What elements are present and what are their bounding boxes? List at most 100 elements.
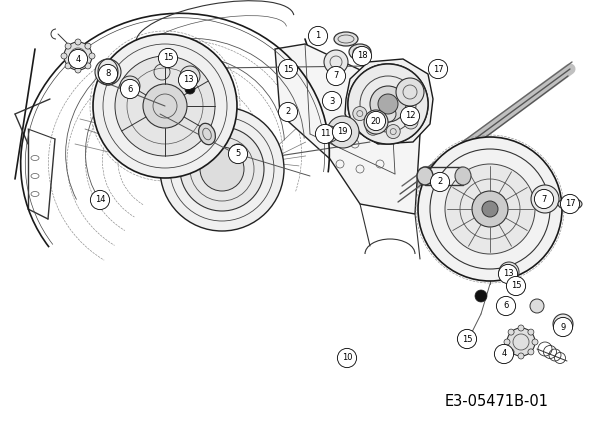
Circle shape bbox=[308, 26, 328, 46]
Circle shape bbox=[418, 100, 426, 108]
Text: 8: 8 bbox=[106, 70, 110, 78]
Circle shape bbox=[200, 147, 244, 191]
Circle shape bbox=[98, 64, 118, 84]
Circle shape bbox=[496, 296, 515, 315]
Circle shape bbox=[93, 34, 237, 178]
Circle shape bbox=[348, 64, 428, 144]
Circle shape bbox=[65, 43, 71, 49]
Text: 20: 20 bbox=[371, 117, 381, 126]
Circle shape bbox=[400, 106, 419, 126]
Circle shape bbox=[508, 349, 514, 355]
Circle shape bbox=[143, 84, 187, 128]
Circle shape bbox=[366, 121, 380, 135]
Text: 15: 15 bbox=[163, 53, 173, 62]
Circle shape bbox=[89, 53, 95, 59]
Text: 10: 10 bbox=[342, 354, 352, 363]
Text: 6: 6 bbox=[127, 84, 133, 94]
Circle shape bbox=[278, 59, 298, 78]
Circle shape bbox=[364, 110, 388, 134]
Circle shape bbox=[75, 39, 81, 45]
Circle shape bbox=[494, 344, 514, 364]
Circle shape bbox=[430, 173, 449, 192]
Circle shape bbox=[535, 190, 554, 209]
Circle shape bbox=[396, 78, 424, 106]
Circle shape bbox=[378, 94, 398, 114]
Text: 1: 1 bbox=[316, 31, 320, 41]
Text: 7: 7 bbox=[541, 195, 547, 204]
Circle shape bbox=[322, 126, 338, 142]
Circle shape bbox=[75, 67, 81, 73]
Circle shape bbox=[553, 314, 573, 334]
Circle shape bbox=[386, 125, 400, 139]
Text: 18: 18 bbox=[356, 51, 367, 61]
Circle shape bbox=[348, 64, 428, 144]
Text: 7: 7 bbox=[334, 72, 338, 81]
Circle shape bbox=[428, 59, 448, 78]
Circle shape bbox=[368, 84, 408, 124]
Text: 17: 17 bbox=[565, 200, 575, 209]
Circle shape bbox=[418, 137, 562, 281]
Circle shape bbox=[120, 76, 140, 96]
Circle shape bbox=[367, 112, 386, 131]
Circle shape bbox=[115, 56, 215, 156]
Text: 6: 6 bbox=[503, 301, 509, 310]
Text: 15: 15 bbox=[462, 335, 472, 343]
Text: 15: 15 bbox=[283, 64, 293, 73]
Text: 14: 14 bbox=[95, 195, 105, 204]
Circle shape bbox=[158, 48, 178, 67]
Text: 15: 15 bbox=[511, 282, 521, 290]
Polygon shape bbox=[345, 59, 433, 144]
Circle shape bbox=[445, 164, 535, 254]
Circle shape bbox=[499, 262, 519, 282]
Circle shape bbox=[332, 123, 352, 142]
Text: 4: 4 bbox=[502, 349, 506, 359]
Circle shape bbox=[532, 339, 538, 345]
Circle shape bbox=[91, 190, 110, 209]
Circle shape bbox=[121, 79, 140, 99]
Circle shape bbox=[518, 353, 524, 359]
Circle shape bbox=[472, 191, 508, 227]
Text: 2: 2 bbox=[437, 178, 443, 187]
Text: 5: 5 bbox=[235, 150, 241, 159]
Text: 4: 4 bbox=[76, 55, 80, 64]
Text: 2: 2 bbox=[286, 108, 290, 117]
Circle shape bbox=[350, 100, 358, 108]
Text: 17: 17 bbox=[433, 64, 443, 73]
Circle shape bbox=[65, 63, 71, 69]
Text: 3: 3 bbox=[329, 97, 335, 106]
Circle shape bbox=[507, 328, 535, 356]
Text: 13: 13 bbox=[503, 270, 514, 279]
Circle shape bbox=[531, 185, 559, 213]
Polygon shape bbox=[275, 44, 420, 214]
Circle shape bbox=[85, 43, 91, 49]
Circle shape bbox=[178, 70, 197, 89]
Circle shape bbox=[180, 66, 200, 86]
Text: 12: 12 bbox=[405, 112, 415, 120]
Text: 19: 19 bbox=[337, 128, 347, 137]
Ellipse shape bbox=[199, 123, 215, 145]
Circle shape bbox=[380, 106, 396, 122]
Circle shape bbox=[353, 106, 367, 120]
Ellipse shape bbox=[334, 32, 358, 46]
Ellipse shape bbox=[455, 167, 471, 185]
Circle shape bbox=[370, 86, 406, 122]
Circle shape bbox=[482, 201, 498, 217]
Circle shape bbox=[499, 265, 518, 284]
Circle shape bbox=[185, 84, 195, 94]
Circle shape bbox=[327, 116, 359, 148]
Circle shape bbox=[528, 349, 534, 355]
Circle shape bbox=[528, 329, 534, 335]
Circle shape bbox=[322, 92, 341, 111]
Ellipse shape bbox=[417, 167, 433, 185]
Circle shape bbox=[367, 74, 375, 82]
Circle shape bbox=[530, 299, 544, 313]
Circle shape bbox=[68, 50, 88, 69]
Circle shape bbox=[553, 318, 572, 337]
Text: 11: 11 bbox=[320, 129, 330, 139]
Circle shape bbox=[560, 194, 580, 214]
Circle shape bbox=[401, 74, 409, 82]
Circle shape bbox=[401, 126, 409, 134]
Text: E3-05471B-01: E3-05471B-01 bbox=[445, 394, 549, 409]
Circle shape bbox=[278, 103, 298, 122]
Circle shape bbox=[352, 46, 371, 66]
